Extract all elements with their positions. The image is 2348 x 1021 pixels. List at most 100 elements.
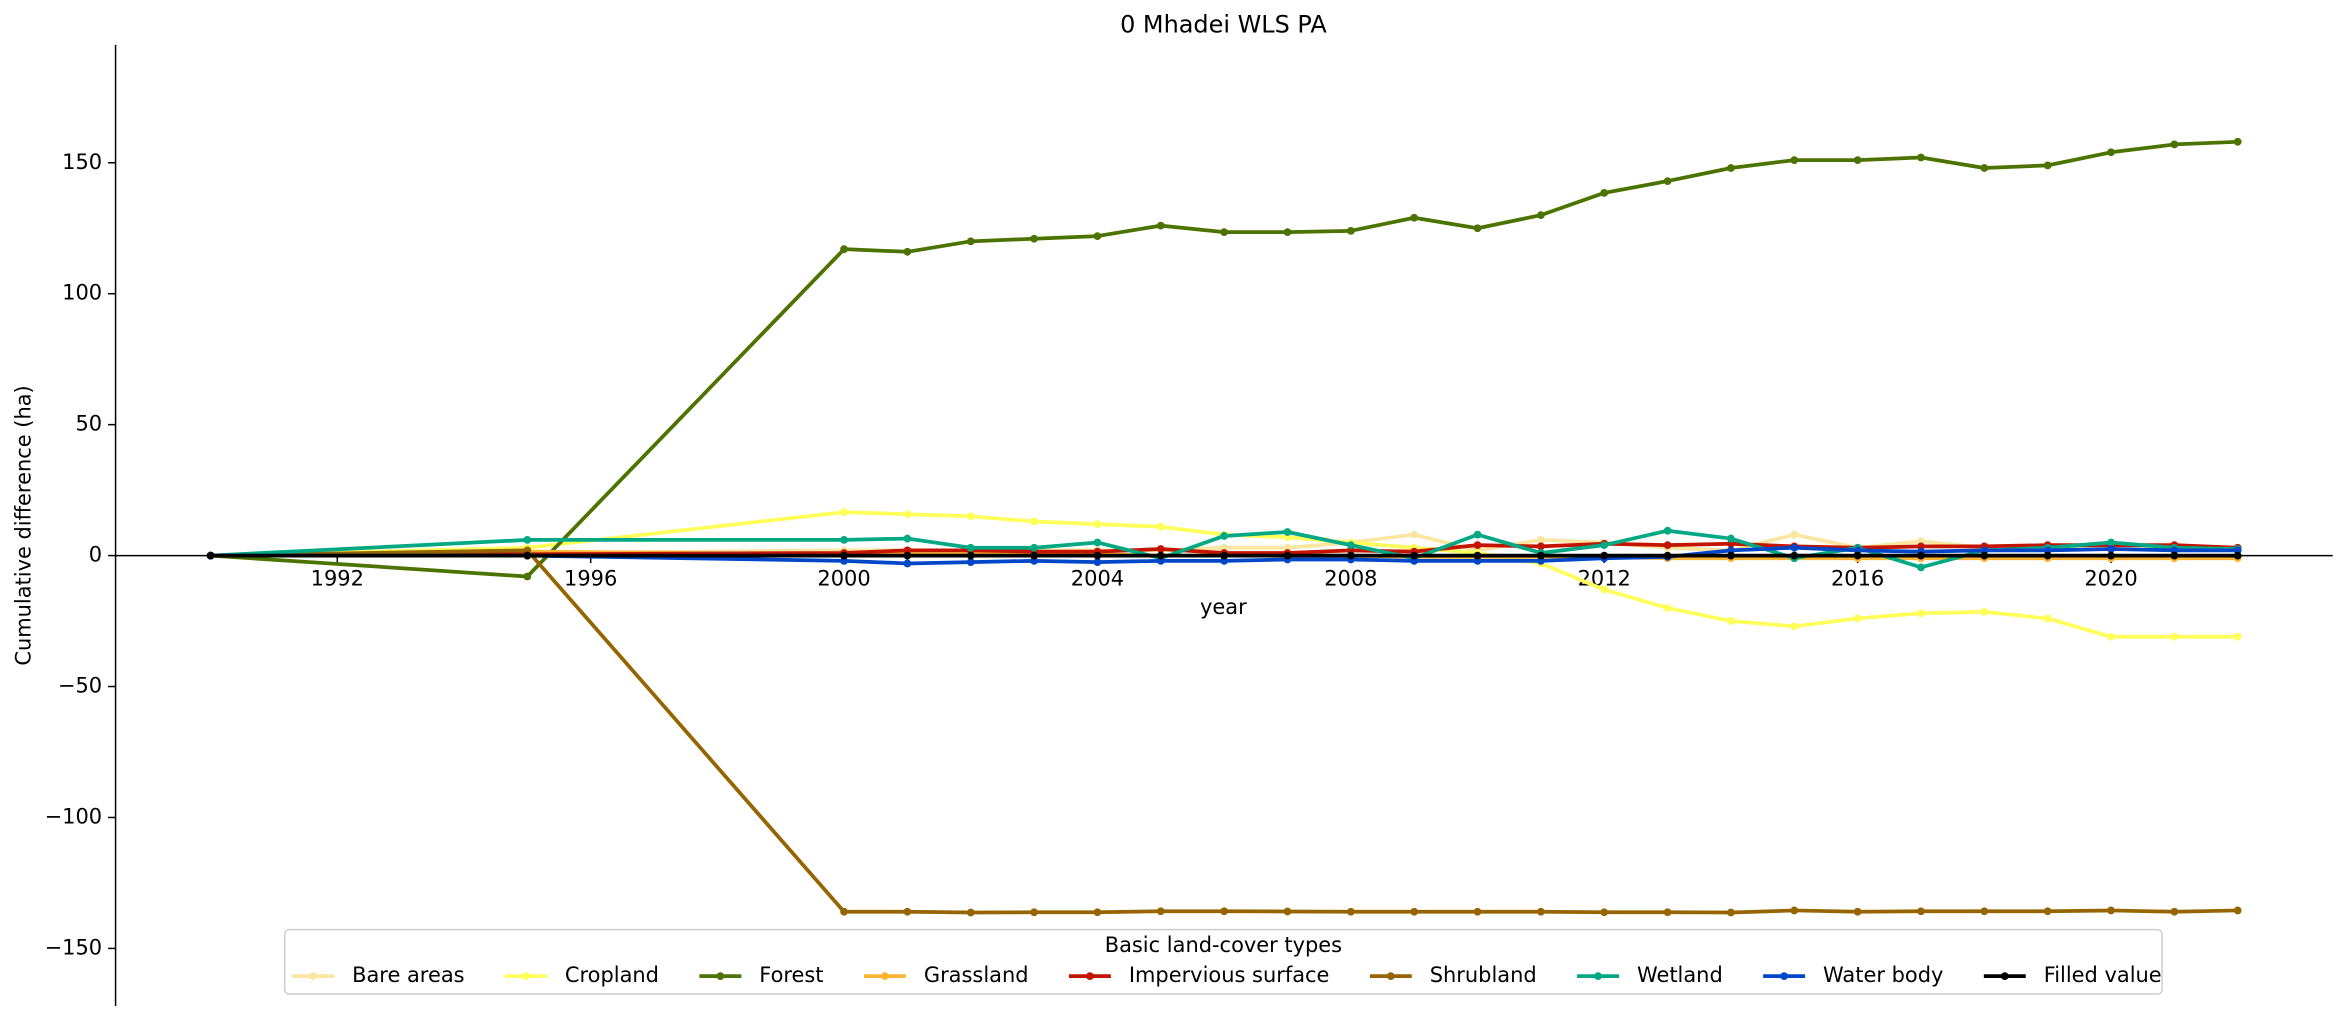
data-point bbox=[1917, 907, 1925, 916]
series-line bbox=[210, 139, 2238, 579]
data-point bbox=[1980, 551, 1989, 560]
data-point bbox=[2233, 632, 2242, 641]
x-tick-label: 2000 bbox=[817, 567, 870, 591]
legend-title: Basic land-cover types bbox=[1105, 933, 1342, 957]
data-point bbox=[1727, 551, 1735, 560]
data-point bbox=[1853, 551, 1862, 560]
data-point bbox=[1473, 224, 1482, 233]
data-point bbox=[1283, 528, 1292, 536]
data-point bbox=[1283, 551, 1292, 560]
data-point bbox=[1220, 551, 1229, 560]
legend-label: Forest bbox=[759, 963, 823, 987]
y-tick-label: −100 bbox=[45, 804, 103, 828]
data-point bbox=[1536, 907, 1545, 916]
data-point bbox=[1283, 228, 1292, 237]
data-point bbox=[1600, 541, 1609, 550]
data-point bbox=[1600, 551, 1609, 560]
legend-label: Bare areas bbox=[352, 963, 464, 987]
legend-label: Wetland bbox=[1637, 963, 1723, 987]
data-point bbox=[1727, 534, 1735, 543]
legend-label: Cropland bbox=[565, 963, 659, 987]
y-tick-label: −150 bbox=[45, 935, 103, 959]
data-point bbox=[966, 551, 975, 560]
data-point bbox=[1917, 551, 1925, 560]
data-point bbox=[2043, 614, 2052, 623]
data-point bbox=[2043, 907, 2052, 916]
data-point bbox=[1410, 907, 1419, 916]
y-tick-label: 0 bbox=[89, 543, 102, 567]
data-point bbox=[903, 247, 912, 256]
legend-label: Water body bbox=[1823, 963, 1943, 987]
data-point bbox=[1727, 164, 1735, 172]
data-point bbox=[1917, 563, 1925, 572]
data-point bbox=[1156, 545, 1165, 553]
data-point bbox=[1853, 614, 1862, 623]
data-point bbox=[2170, 632, 2179, 641]
y-tick-label: −50 bbox=[58, 674, 102, 698]
data-point bbox=[1220, 228, 1229, 237]
data-point bbox=[1663, 526, 1672, 535]
data-point bbox=[523, 572, 532, 581]
data-point bbox=[840, 245, 848, 254]
data-point bbox=[1346, 541, 1355, 550]
data-point bbox=[1220, 532, 1229, 540]
data-point bbox=[1283, 907, 1292, 916]
data-point bbox=[903, 534, 912, 543]
data-point bbox=[2170, 140, 2179, 149]
data-point bbox=[2043, 161, 2052, 170]
data-point bbox=[903, 907, 912, 916]
data-point bbox=[1473, 541, 1482, 550]
legend-label: Shrubland bbox=[1430, 963, 1537, 987]
data-point bbox=[840, 535, 848, 544]
data-point bbox=[1093, 520, 1102, 529]
data-point bbox=[1410, 530, 1419, 539]
data-point bbox=[523, 551, 532, 560]
data-point bbox=[1790, 530, 1799, 539]
x-tick-label: 2016 bbox=[1831, 567, 1884, 591]
legend: Basic land-cover types Bare areas Cropland… bbox=[283, 928, 2163, 995]
data-point bbox=[966, 512, 975, 521]
data-point bbox=[2107, 545, 2115, 553]
data-point bbox=[1030, 543, 1039, 552]
x-axis-label: year bbox=[1200, 595, 1247, 619]
data-point bbox=[1410, 551, 1419, 560]
data-point bbox=[1790, 622, 1799, 631]
data-point bbox=[1980, 907, 1989, 916]
y-tick-label: 50 bbox=[75, 412, 102, 436]
data-point bbox=[1473, 530, 1482, 539]
data-point bbox=[1600, 585, 1609, 594]
data-point bbox=[1663, 604, 1672, 612]
legend-label: Filled value bbox=[2044, 963, 2162, 987]
data-point bbox=[966, 237, 975, 246]
data-point bbox=[1917, 153, 1925, 162]
data-point bbox=[1536, 542, 1545, 551]
legend-marker bbox=[881, 972, 889, 980]
data-point bbox=[1980, 164, 1989, 172]
data-point bbox=[1853, 156, 1862, 165]
data-point bbox=[1980, 608, 1989, 616]
data-point bbox=[1156, 221, 1165, 230]
data-point bbox=[1030, 517, 1039, 526]
y-tick-label: 100 bbox=[62, 281, 102, 305]
data-point bbox=[1473, 551, 1482, 560]
data-point bbox=[1030, 551, 1039, 560]
data-point bbox=[1536, 551, 1545, 560]
data-point bbox=[1727, 617, 1735, 625]
data-point bbox=[523, 535, 532, 544]
data-point bbox=[1853, 907, 1862, 916]
data-point bbox=[1727, 908, 1735, 917]
data-point bbox=[966, 908, 975, 917]
data-point bbox=[840, 907, 848, 916]
data-point bbox=[1030, 908, 1039, 917]
data-point bbox=[2170, 907, 2179, 916]
data-point bbox=[206, 551, 215, 560]
data-point bbox=[2043, 551, 2052, 560]
data-point bbox=[1917, 609, 1925, 618]
data-point bbox=[1346, 907, 1355, 916]
data-point bbox=[2107, 632, 2115, 641]
chart-title: 0 Mhadei WLS PA bbox=[1120, 10, 1327, 38]
data-point bbox=[1346, 551, 1355, 560]
data-point bbox=[1156, 551, 1165, 560]
legend-marker bbox=[309, 972, 318, 980]
